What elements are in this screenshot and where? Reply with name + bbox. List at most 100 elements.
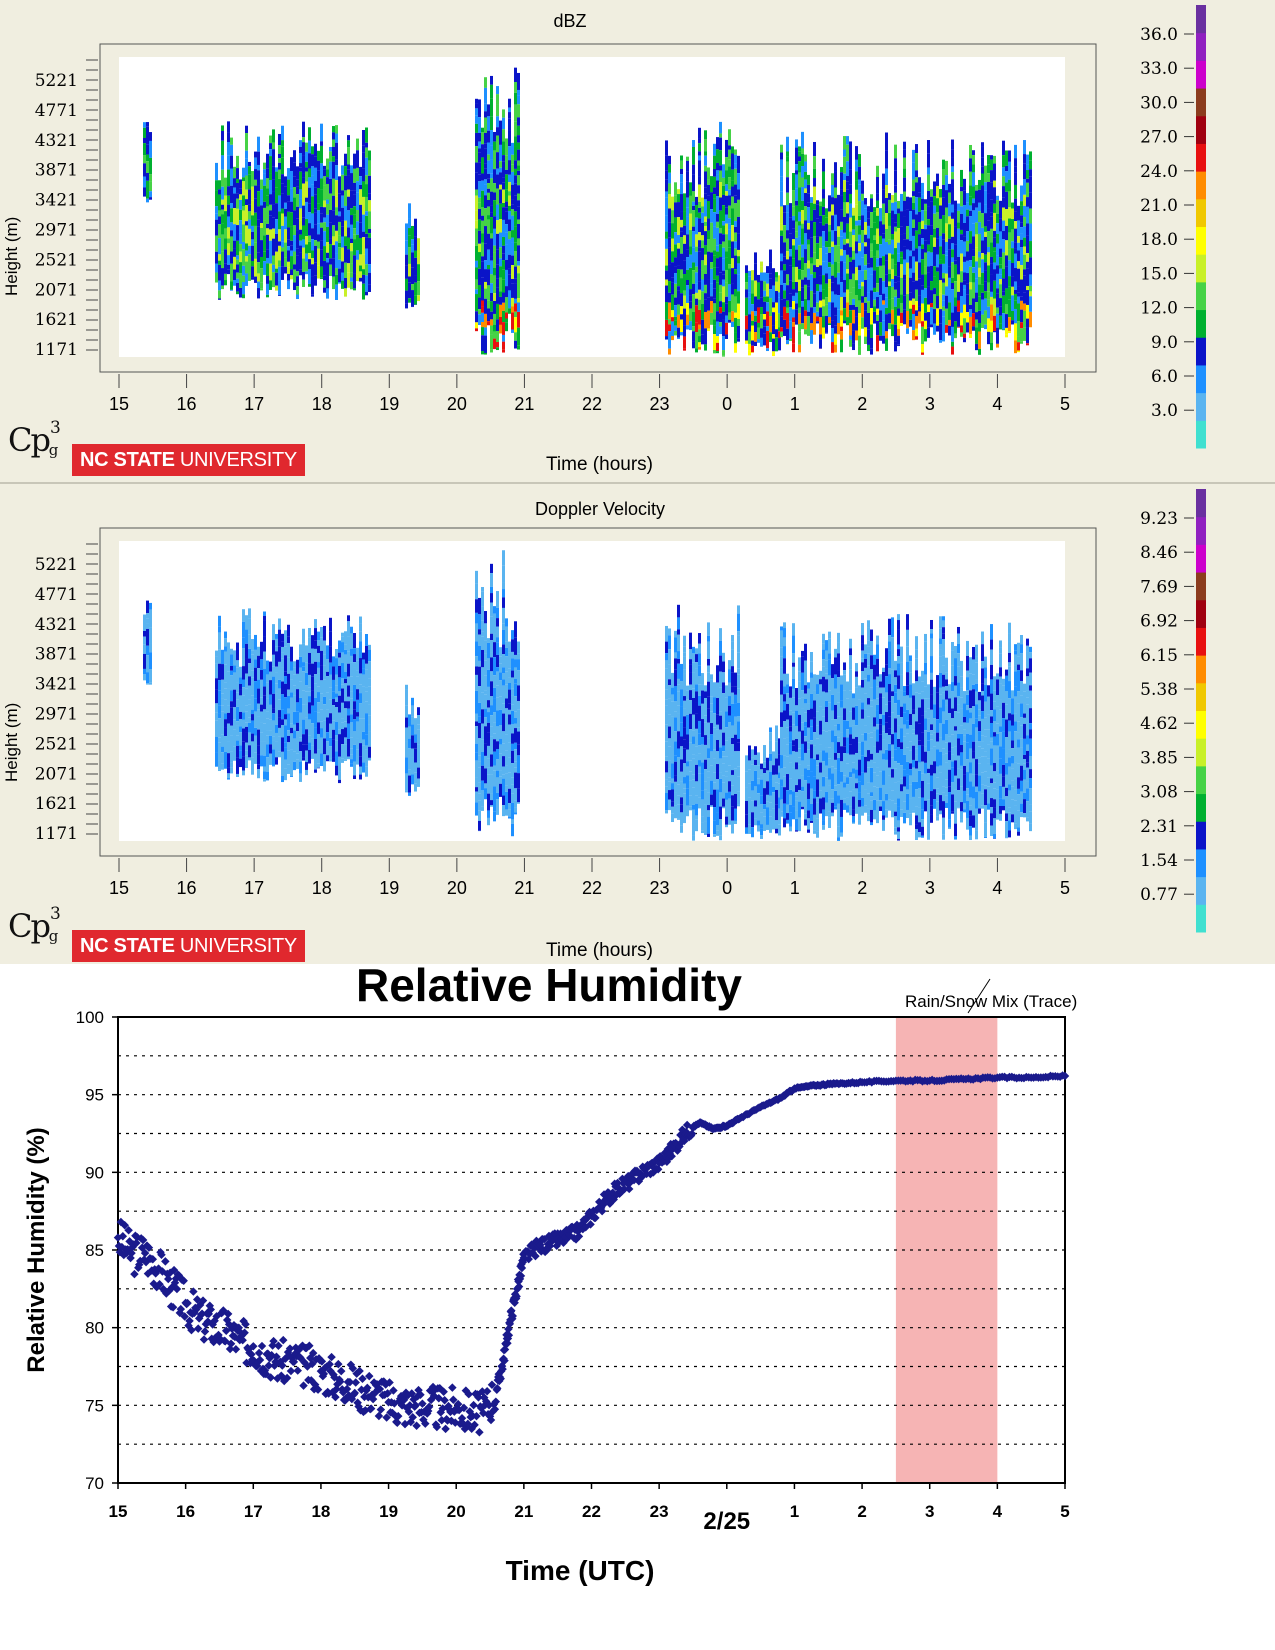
echo-cell [308,691,311,697]
echo-cell [332,757,335,762]
color-scale-label: 1.54 [1140,851,1178,871]
echo-cell [897,329,900,336]
echo-cell [511,209,514,216]
echo-cell [511,819,514,824]
echo-cell [933,294,936,310]
echo-cell [411,748,414,758]
echo-cell [317,767,320,769]
echo-cell [927,174,930,191]
echo-cell [278,618,281,630]
echo-cell [502,155,505,162]
echo-cell [677,804,680,819]
echo-cell [517,185,520,194]
echo-cell [954,306,957,322]
echo-cell [254,681,257,699]
echo-cell [716,764,719,780]
echo-cell [828,631,831,639]
echo-cell [668,738,671,747]
echo-cell [882,233,885,239]
echo-cell [245,125,248,134]
echo-cell [710,703,713,712]
echo-cell [789,710,792,716]
echo-cell [775,758,778,775]
echo-cell [783,264,786,271]
echo-cell [266,711,269,719]
echo-cell [984,182,987,191]
echo-cell [834,214,837,231]
echo-cell [242,265,245,276]
echo-cell [852,287,855,299]
echo-cell [686,314,689,326]
echo-cell [942,263,945,273]
echo-cell [960,240,963,254]
echo-cell [502,607,505,624]
echo-cell [828,287,831,303]
echo-cell [912,330,915,341]
echo-cell [266,275,269,284]
echo-cell [481,780,484,791]
echo-cell [751,757,754,765]
echo-cell [689,771,692,781]
echo-cell [737,702,740,717]
echo-cell [748,276,751,293]
echo-cell [302,690,305,705]
echo-cell [786,230,789,239]
echo-cell [242,294,245,299]
echo-cell [493,245,496,253]
echo-cell [671,294,674,311]
echo-cell [305,151,308,162]
echo-cell [257,273,260,282]
echo-cell [242,224,245,242]
echo-cell [257,729,260,746]
echo-cell [257,716,260,730]
y-tick-label: 5221 [35,71,78,91]
echo-cell [834,790,837,807]
echo-cell [242,648,245,660]
echo-cell [1005,240,1008,256]
echo-cell [332,225,335,237]
echo-cell [987,299,990,307]
echo-cell [338,652,341,658]
echo-cell [912,162,915,180]
echo-cell [493,300,496,314]
echo-cell [813,278,816,294]
echo-cell [299,208,302,221]
echo-cell [314,763,317,770]
echo-cell [1023,217,1026,227]
echo-cell [493,786,496,800]
echo-cell [405,290,408,304]
echo-cell [338,729,341,735]
echo-cell [834,648,837,658]
echo-cell [695,305,698,323]
echo-cell [299,656,302,668]
echo-cell [795,188,798,201]
echo-cell [801,244,804,258]
echo-cell [517,170,520,176]
echo-cell [302,155,305,174]
echo-cell [1017,321,1020,337]
echo-cell [775,774,778,783]
echo-cell [496,710,499,727]
echo-cell [499,258,502,267]
echo-cell [843,292,846,297]
echo-cell [786,813,789,820]
echo-cell [885,185,888,193]
echo-cell [275,219,278,234]
echo-cell [299,773,302,782]
echo-cell [251,266,254,278]
echo-cell [978,284,981,297]
echo-cell [417,238,420,247]
echo-cell [861,230,864,243]
echo-cell [251,245,254,255]
echo-cell [359,623,362,632]
echo-cell [704,299,707,312]
echo-cell [737,274,740,284]
echo-cell [775,277,778,282]
echo-cell [737,804,740,807]
echo-cell [981,166,984,174]
echo-cell [1014,253,1017,268]
echo-cell [751,325,754,341]
echo-cell [275,693,278,708]
echo-cell [888,313,891,324]
echo-cell [405,757,408,774]
